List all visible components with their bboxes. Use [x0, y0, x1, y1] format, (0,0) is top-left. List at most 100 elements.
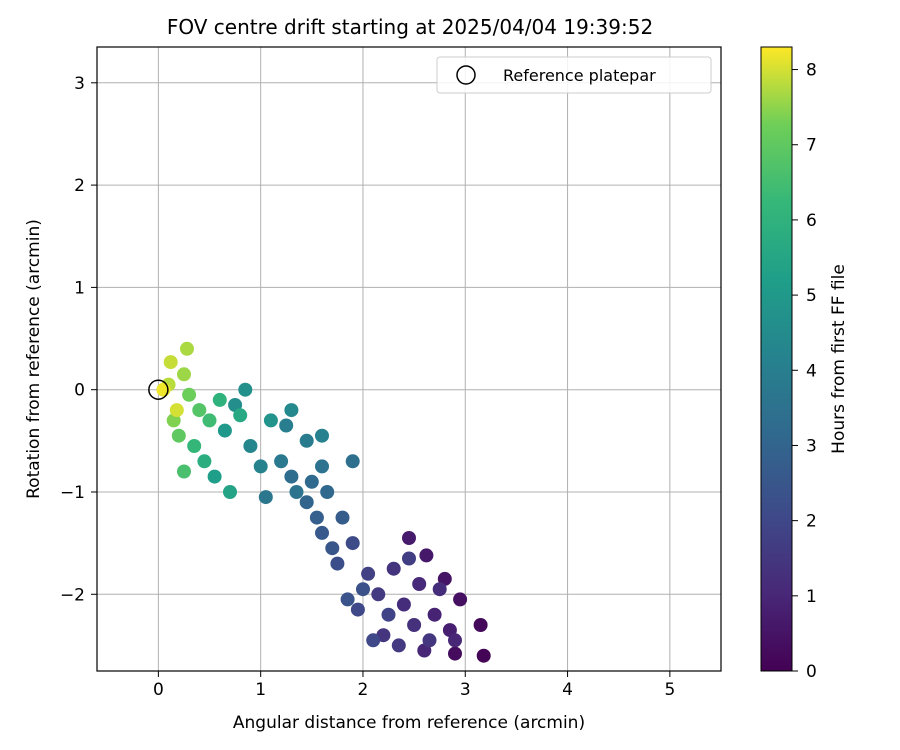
x-tick-label: 1	[255, 680, 266, 700]
x-tick-label: 5	[664, 680, 675, 700]
data-point	[263, 413, 278, 428]
data-point	[335, 510, 350, 525]
data-point	[253, 459, 268, 474]
data-point	[258, 490, 273, 505]
data-point	[361, 566, 376, 581]
x-axis-title: Angular distance from reference (arcmin)	[233, 713, 585, 733]
data-point	[304, 474, 319, 489]
data-point	[386, 561, 401, 576]
reference-marker-group	[148, 379, 169, 400]
y-tick-label: 1	[74, 278, 85, 298]
data-point	[309, 510, 324, 525]
data-point	[412, 577, 427, 591]
data-point	[192, 403, 207, 418]
colorbar-tick-label: 0	[806, 662, 817, 682]
data-point	[182, 387, 197, 402]
data-point	[202, 413, 217, 428]
data-point	[299, 433, 314, 448]
reference-marker	[148, 379, 169, 400]
data-point	[448, 646, 462, 661]
data-point	[315, 459, 329, 474]
data-point	[284, 403, 299, 418]
data-point	[356, 582, 370, 597]
colorbar-tick-label: 3	[806, 436, 817, 456]
colorbar-tick-label: 6	[806, 211, 817, 231]
data-point	[371, 587, 386, 602]
data-point	[180, 341, 194, 356]
data-point	[345, 536, 360, 551]
y-tick-label: 0	[74, 381, 85, 401]
x-axis: 0 1 2 3 4 5	[153, 671, 675, 700]
y-tick-label: −1	[60, 483, 85, 503]
data-point	[407, 618, 422, 632]
data-point	[381, 607, 396, 622]
plot-frame	[96, 46, 722, 672]
y-axis: −2 −1 0 1 2 3	[60, 74, 97, 605]
data-point	[419, 548, 434, 563]
data-point	[177, 367, 191, 382]
x-tick-label: 2	[358, 680, 369, 700]
y-tick-label: 3	[74, 74, 85, 94]
data-point	[315, 428, 329, 443]
x-tick-label: 4	[562, 680, 573, 700]
colorbar-tick-label: 7	[806, 136, 817, 156]
data-point	[432, 582, 447, 597]
data-point	[396, 597, 411, 612]
data-point	[422, 633, 437, 648]
data-point	[448, 633, 462, 648]
data-point	[217, 423, 232, 438]
grid-lines	[97, 47, 721, 671]
x-tick-label: 0	[153, 680, 164, 700]
colorbar-tick-label: 2	[806, 512, 817, 532]
data-point	[345, 454, 360, 469]
data-point	[177, 464, 191, 479]
data-point	[320, 485, 335, 499]
data-point	[187, 439, 202, 453]
data-point	[171, 428, 186, 443]
data-point	[169, 403, 184, 418]
legend-label: Reference platepar	[503, 66, 656, 85]
data-point	[330, 556, 345, 571]
data-point	[453, 592, 468, 607]
data-point	[402, 551, 416, 566]
y-tick-label: 2	[74, 176, 85, 196]
data-point	[163, 355, 178, 370]
colorbar-tick-label: 8	[806, 61, 817, 81]
data-point	[315, 525, 329, 540]
data-point	[212, 392, 227, 407]
data-point	[299, 495, 314, 510]
data-point	[243, 439, 258, 453]
scatter-points	[156, 341, 491, 663]
data-point	[350, 602, 365, 617]
data-point	[402, 531, 416, 545]
data-point	[325, 541, 340, 556]
data-point	[233, 408, 248, 423]
x-tick-label: 3	[460, 680, 471, 700]
legend-box	[436, 56, 712, 94]
data-point	[284, 469, 299, 484]
data-point	[289, 485, 304, 499]
data-point	[391, 638, 406, 653]
colorbar-label: Hours from first FF file	[829, 264, 849, 454]
y-axis-title: Rotation from reference (arcmin)	[24, 219, 44, 499]
data-point	[223, 485, 237, 499]
data-point	[340, 592, 355, 607]
data-point	[274, 454, 289, 469]
legend-reference-marker	[456, 65, 476, 85]
y-tick-label: −2	[60, 585, 85, 605]
data-point	[207, 469, 222, 484]
legend: Reference platepar	[436, 56, 712, 94]
data-point	[473, 618, 488, 632]
data-point	[427, 607, 442, 622]
data-point	[279, 418, 294, 433]
chart-title: FOV centre drift starting at 2025/04/04 …	[167, 15, 653, 39]
data-point	[366, 633, 381, 648]
colorbar	[760, 46, 793, 672]
data-point	[476, 648, 491, 663]
colorbar-tick-label: 4	[806, 361, 817, 381]
colorbar-tick-label: 5	[806, 286, 817, 306]
colorbar-axis: 0 1 2 3 4 5 6 7 8	[792, 61, 817, 682]
colorbar-tick-label: 1	[806, 587, 817, 607]
data-point	[238, 382, 253, 397]
